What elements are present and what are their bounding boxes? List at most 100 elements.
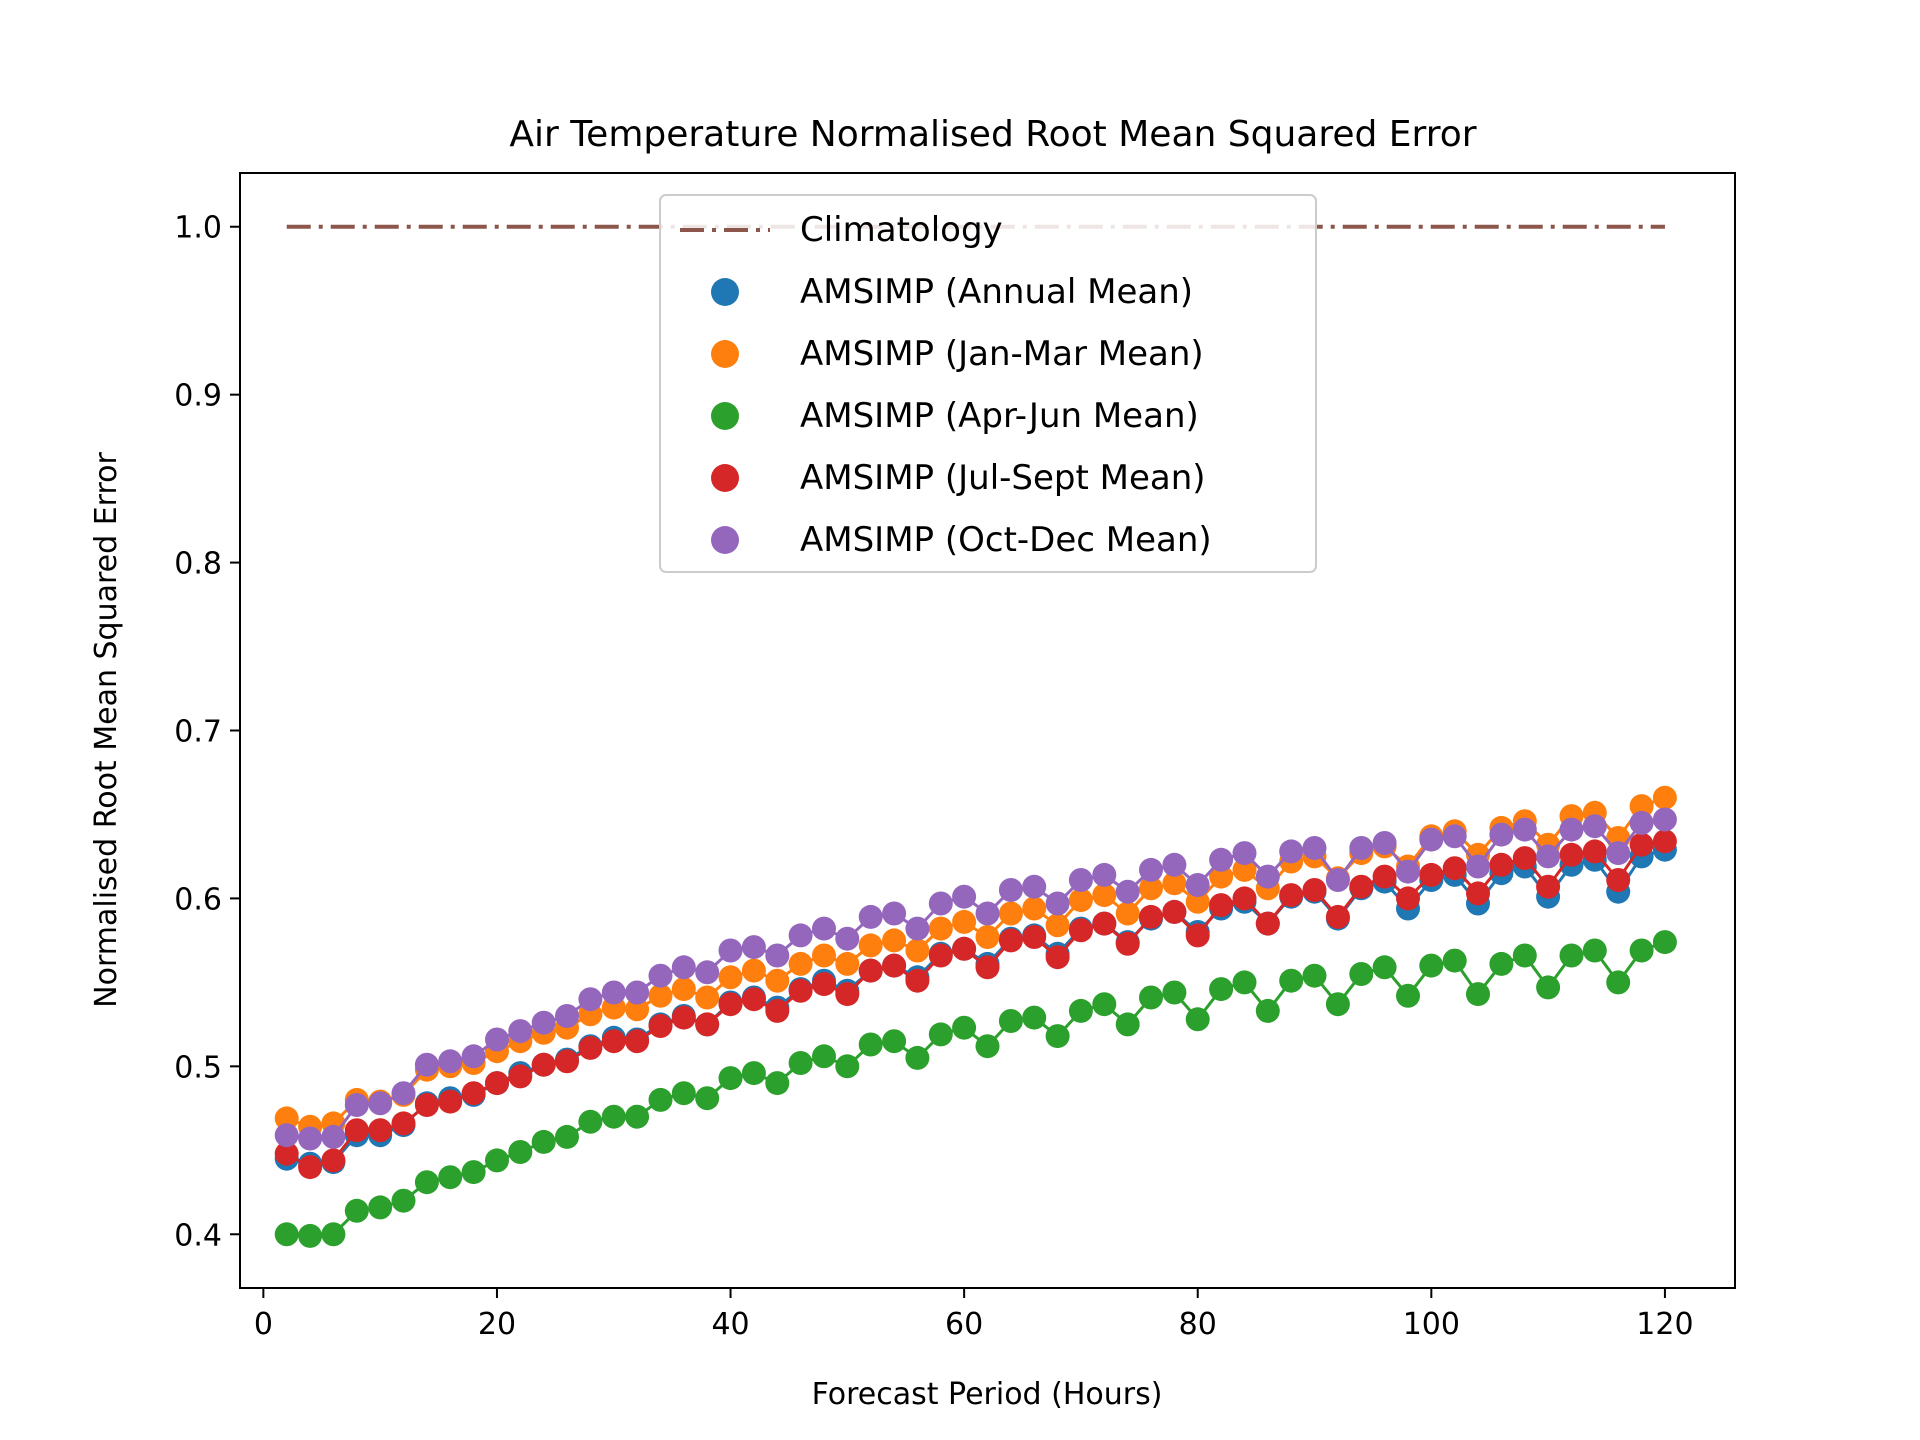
x-axis: 0 20 40 60 80 100 120	[254, 1288, 1694, 1342]
data-point	[1092, 883, 1117, 908]
data-point	[788, 923, 813, 948]
data-point	[508, 1019, 533, 1044]
data-point	[1115, 1012, 1140, 1037]
data-point	[321, 1148, 346, 1173]
data-point	[1209, 893, 1234, 918]
data-point	[1396, 886, 1420, 911]
data-point	[1372, 955, 1397, 980]
data-point	[648, 983, 673, 1008]
legend-swatch-dot	[711, 464, 739, 492]
data-point	[1115, 879, 1140, 904]
data-point	[1559, 842, 1584, 867]
series-2	[274, 930, 1677, 1248]
data-point	[461, 1160, 486, 1185]
data-point	[274, 1123, 299, 1148]
data-point	[718, 938, 743, 963]
data-point	[928, 916, 953, 941]
data-point	[274, 1106, 299, 1131]
data-point	[952, 909, 977, 934]
data-point	[1045, 891, 1070, 916]
series-layer	[274, 785, 1677, 1248]
data-point	[1489, 951, 1514, 976]
data-point	[765, 1071, 790, 1096]
data-point	[741, 1061, 766, 1086]
data-point	[1092, 911, 1117, 936]
data-point	[882, 1029, 907, 1054]
data-point	[1139, 985, 1163, 1010]
data-point	[1606, 868, 1631, 892]
data-point	[1139, 857, 1163, 882]
data-point	[601, 1104, 626, 1129]
series-4	[274, 807, 1677, 1151]
data-point	[905, 938, 930, 963]
data-point	[648, 1087, 673, 1112]
data-point	[952, 936, 977, 961]
data-point	[835, 951, 860, 976]
data-point	[485, 1071, 509, 1096]
data-point	[1349, 962, 1374, 986]
data-point	[1652, 930, 1677, 955]
data-point	[344, 1118, 369, 1143]
legend-entry: AMSIMP (Apr-Jun Mean)	[711, 396, 1199, 436]
data-point	[1092, 862, 1117, 887]
data-point	[858, 1032, 883, 1057]
data-point	[1629, 938, 1654, 963]
data-point	[952, 884, 977, 909]
data-point	[1442, 824, 1467, 849]
data-point	[1045, 913, 1070, 938]
data-point	[391, 1111, 416, 1136]
data-point	[391, 1081, 416, 1106]
y-axis: 0.4 0.5 0.6 0.7 0.8 0.9 1.0	[174, 211, 240, 1253]
data-point	[1419, 827, 1444, 852]
data-point	[1139, 876, 1163, 901]
legend-items: Climatology AMSIMP (Annual Mean) AMSIMP (J…	[680, 210, 1212, 560]
data-point	[1022, 925, 1047, 949]
data-point	[741, 935, 766, 960]
data-point	[508, 1064, 533, 1089]
data-point	[1162, 980, 1187, 1005]
x-tick-label: 80	[1179, 1307, 1217, 1342]
data-point	[998, 1009, 1023, 1033]
y-tick-label: 0.8	[174, 547, 222, 582]
data-point	[625, 997, 650, 1022]
data-point	[1396, 983, 1420, 1008]
data-point	[1115, 931, 1140, 956]
data-point	[1068, 998, 1093, 1023]
x-tick-label: 20	[478, 1307, 516, 1342]
data-point	[671, 1005, 696, 1030]
data-point	[1115, 901, 1140, 926]
data-point	[298, 1126, 323, 1151]
data-point	[1302, 963, 1327, 988]
data-point	[1629, 794, 1654, 819]
data-point	[1162, 899, 1187, 924]
x-axis-label: Forecast Period (Hours)	[812, 1377, 1163, 1412]
data-point	[1302, 878, 1327, 902]
data-point	[718, 992, 743, 1017]
data-point	[1255, 911, 1280, 936]
data-point	[905, 968, 930, 993]
data-point	[485, 1148, 509, 1173]
data-point	[1466, 881, 1490, 906]
data-point	[788, 951, 813, 976]
data-point	[625, 1104, 650, 1129]
data-point	[1419, 862, 1444, 887]
x-tick-label: 40	[711, 1307, 749, 1342]
data-point	[1068, 868, 1093, 892]
data-point	[1209, 977, 1234, 1002]
data-point	[1068, 888, 1093, 913]
data-point	[671, 1081, 696, 1106]
data-point	[695, 1012, 720, 1037]
data-point	[1536, 874, 1561, 899]
data-point	[1302, 836, 1327, 860]
data-point	[274, 1222, 299, 1247]
data-point	[1629, 810, 1654, 835]
data-point	[1536, 975, 1561, 1000]
data-point	[1372, 864, 1397, 889]
x-tick-label: 100	[1403, 1307, 1460, 1342]
data-point	[1092, 992, 1117, 1017]
data-point	[1606, 841, 1631, 866]
data-point	[578, 987, 603, 1012]
data-point	[1209, 847, 1234, 872]
legend-label: AMSIMP (Oct-Dec Mean)	[800, 520, 1212, 560]
